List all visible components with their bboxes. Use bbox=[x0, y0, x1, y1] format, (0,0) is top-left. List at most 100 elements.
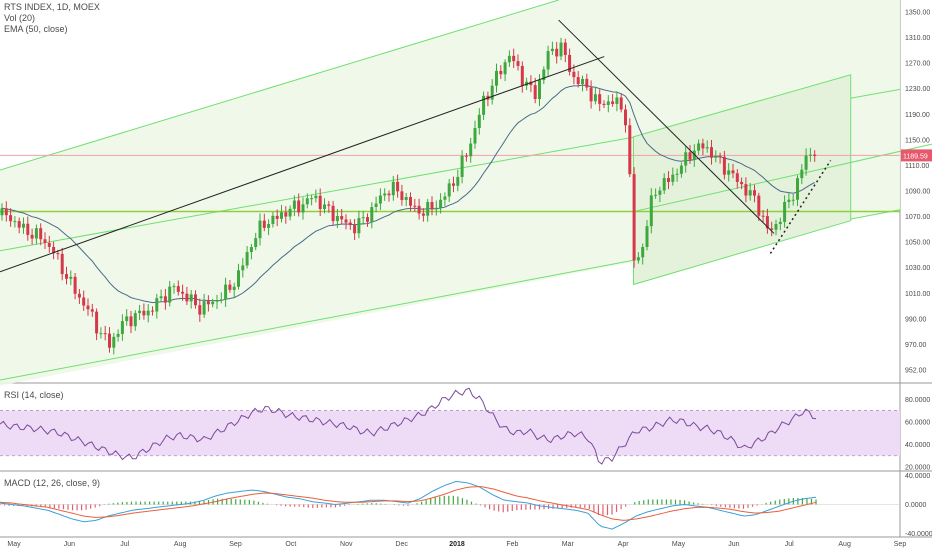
rsi-panel[interactable]: 80.0000 60.0000 40.0000 20.0000 bbox=[0, 387, 930, 472]
time-tick-label: Mar bbox=[562, 541, 575, 548]
candle-body bbox=[636, 257, 640, 261]
rsi-band bbox=[0, 410, 900, 456]
candle-body bbox=[456, 176, 460, 186]
candle-body bbox=[572, 71, 576, 78]
candle-body bbox=[39, 228, 43, 240]
macd-label: MACD (12, 26, close, 9) bbox=[4, 478, 101, 488]
candle-body bbox=[460, 155, 464, 177]
candle-body bbox=[168, 286, 172, 303]
candle-body bbox=[473, 128, 477, 144]
candle-body bbox=[99, 333, 103, 335]
candle-body bbox=[163, 296, 167, 303]
candle-body bbox=[361, 217, 365, 219]
candle-body bbox=[718, 155, 722, 157]
price-tick-label: 1270.00 bbox=[905, 61, 930, 68]
time-tick-label: 2018 bbox=[449, 541, 465, 548]
price-tick-label: 1030.00 bbox=[905, 265, 930, 272]
candle-body bbox=[202, 301, 206, 315]
candle-body bbox=[297, 200, 301, 213]
candle-body bbox=[82, 297, 86, 306]
candle-body bbox=[17, 221, 21, 228]
time-tick-label: Dec bbox=[395, 541, 408, 548]
candle-body bbox=[688, 152, 692, 160]
price-tick-label: 1350.00 bbox=[905, 10, 930, 17]
candle-body bbox=[86, 305, 90, 310]
candle-body bbox=[378, 195, 382, 204]
time-tick-label: Feb bbox=[506, 541, 518, 548]
candle-body bbox=[761, 215, 765, 217]
candle-body bbox=[783, 201, 787, 222]
candle-body bbox=[667, 178, 670, 182]
candle-body bbox=[598, 94, 602, 104]
candle-body bbox=[757, 195, 761, 216]
candle-body bbox=[211, 301, 215, 305]
candle-body bbox=[606, 101, 610, 105]
price-tick-label: 1090.00 bbox=[905, 189, 930, 196]
ema-label: EMA (50, close) bbox=[4, 24, 68, 34]
candle-body bbox=[753, 190, 756, 196]
price-tick-label: 1230.00 bbox=[905, 86, 930, 93]
candle-body bbox=[744, 184, 748, 196]
candle-body bbox=[641, 247, 645, 258]
price-tick-label: 1190.00 bbox=[905, 112, 930, 119]
candle-body bbox=[323, 204, 326, 209]
candle-body bbox=[559, 42, 563, 57]
candle-body bbox=[142, 310, 146, 316]
time-tick-label: Jun bbox=[64, 541, 75, 548]
macd-tick-label: 0.0000 bbox=[905, 502, 927, 509]
candle-body bbox=[275, 215, 279, 219]
candle-body bbox=[796, 178, 799, 200]
candle-body bbox=[245, 252, 249, 266]
candle-body bbox=[9, 215, 13, 222]
candle-body bbox=[499, 70, 503, 75]
candle-body bbox=[65, 274, 68, 279]
candle-body bbox=[404, 196, 408, 201]
candle-body bbox=[318, 195, 322, 209]
time-tick-label: Aug bbox=[838, 541, 851, 548]
candle-body bbox=[241, 265, 245, 271]
candle-body bbox=[366, 217, 369, 222]
candle-body bbox=[219, 299, 223, 301]
price-tick-label: 1310.00 bbox=[905, 35, 930, 42]
candle-body bbox=[684, 152, 688, 166]
candle-body bbox=[770, 228, 774, 230]
candle-body bbox=[396, 181, 400, 192]
candle-body bbox=[452, 183, 455, 186]
candle-body bbox=[546, 51, 550, 70]
main-legend: RTS INDEX, 1D, MOEX Vol (20) EMA (50, cl… bbox=[4, 2, 100, 35]
candle-body bbox=[692, 150, 696, 160]
candle-body bbox=[112, 336, 116, 348]
candle-body bbox=[787, 199, 791, 202]
price-tick-label: 1010.00 bbox=[905, 291, 930, 298]
candle-body bbox=[103, 333, 107, 335]
candle-body bbox=[288, 208, 292, 217]
candle-body bbox=[778, 221, 782, 224]
candle-body bbox=[585, 78, 589, 88]
candle-body bbox=[258, 220, 262, 239]
candle-body bbox=[658, 190, 662, 195]
candlesticks[interactable] bbox=[0, 37, 817, 355]
candle-body bbox=[568, 54, 572, 72]
descending-trendline bbox=[558, 19, 775, 234]
candle-body bbox=[611, 101, 615, 104]
candle-body bbox=[714, 155, 718, 158]
candle-body bbox=[654, 194, 658, 196]
time-tick-label: Jul bbox=[785, 541, 794, 548]
candle-body bbox=[576, 77, 580, 85]
candle-body bbox=[13, 221, 17, 223]
candle-body bbox=[813, 154, 817, 156]
rsi-label: RSI (14, close) bbox=[4, 390, 64, 400]
time-tick-label: Oct bbox=[285, 541, 296, 548]
candle-body bbox=[413, 205, 417, 207]
candle-body bbox=[198, 305, 202, 315]
candle-body bbox=[800, 169, 804, 179]
macd-line bbox=[0, 480, 817, 530]
ascending-trendline bbox=[0, 56, 605, 273]
candle-body bbox=[228, 284, 232, 290]
candle-body bbox=[697, 143, 701, 151]
macd-panel[interactable]: 40.0000 0.0000 -40.0000 bbox=[0, 473, 932, 538]
candle-body bbox=[254, 238, 258, 248]
candle-body bbox=[602, 103, 606, 105]
candle-body bbox=[301, 204, 305, 213]
